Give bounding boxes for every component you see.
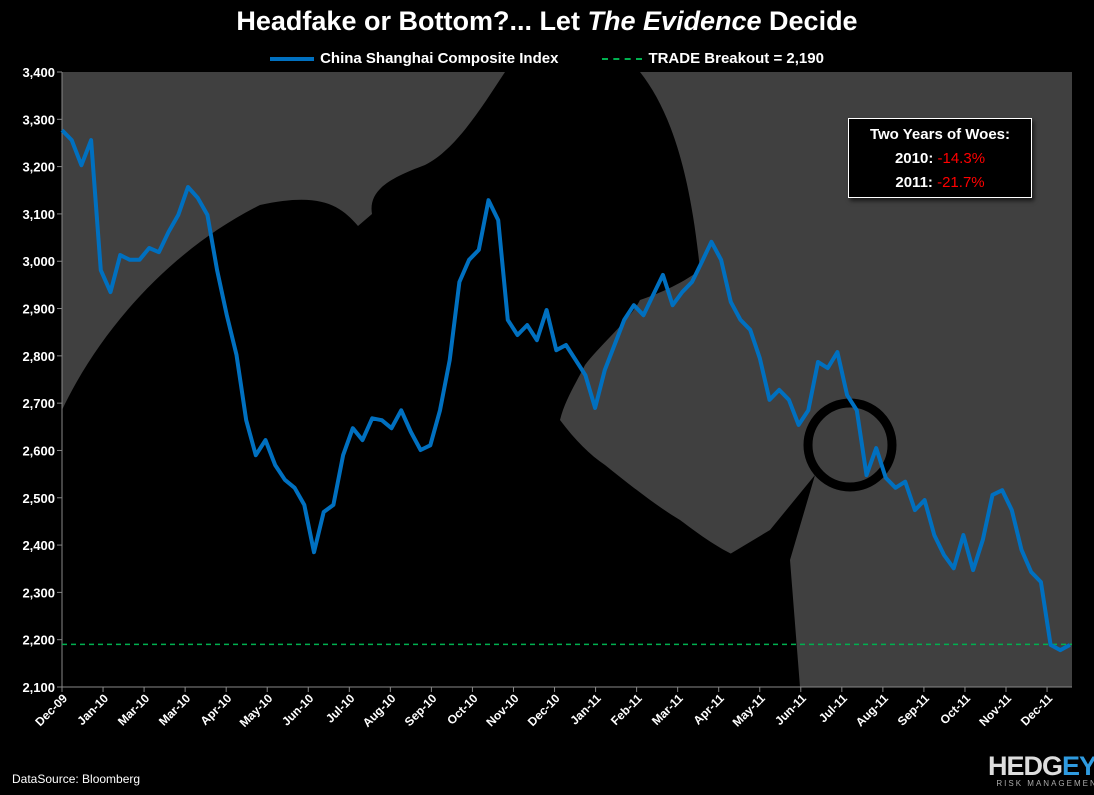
x-tick-label: Jun-10 (279, 691, 316, 728)
annotation-row-2010: 2010: -14.3% (849, 147, 1031, 171)
annotation-box: Two Years of Woes: 2010: -14.3% 2011: -2… (848, 118, 1032, 198)
x-tick-label: Mar-10 (115, 691, 152, 728)
x-tick-label: May-11 (730, 691, 768, 729)
x-tick-label: Mar-11 (649, 691, 686, 728)
y-tick-label: 2,800 (22, 349, 55, 364)
chart-title: Headfake or Bottom?... Let The Evidence … (0, 6, 1094, 37)
x-tick-label: Dec-09 (32, 691, 70, 729)
y-tick-label: 3,300 (22, 112, 55, 127)
x-tick-label: Sep-10 (402, 691, 440, 729)
y-tick-label: 2,300 (22, 585, 55, 600)
x-tick-label: Dec-11 (1018, 691, 1055, 728)
title-text-end: Decide (761, 6, 858, 36)
y-tick-label: 3,100 (22, 207, 55, 222)
annotation-title: Two Years of Woes: (869, 126, 1011, 143)
y-tick-label: 2,200 (22, 633, 55, 648)
data-points (61, 130, 1071, 651)
x-tick-label: Aug-11 (853, 691, 891, 729)
x-tick-label: Apr-10 (198, 691, 235, 728)
annotation-value: -14.3% (937, 150, 986, 167)
y-axis: 2,100 2,200 2,300 2,400 2,500 2,600 2,700 2,800… (22, 65, 63, 695)
x-tick-label: Sep-11 (895, 691, 932, 728)
x-tick-label: Nov-11 (976, 691, 1014, 729)
hedgeye-logo: HEDGEYE RISK MANAGEMENT (988, 751, 1094, 789)
x-tick-label: Feb-11 (608, 691, 645, 728)
x-tick-label: Jul-10 (323, 691, 358, 726)
legend-swatch-breakout (602, 57, 643, 60)
annotation-label: 2010: (894, 150, 934, 167)
x-tick-label: Aug-10 (360, 691, 399, 730)
legend-item-breakout: TRADE Breakout = 2,190 (602, 50, 824, 67)
annotation-value: -21.7% (937, 174, 985, 191)
legend-label-index: China Shanghai Composite Index (320, 50, 559, 67)
x-tick-label: Apr-11 (691, 691, 728, 728)
logo-text: HEDG (988, 751, 1063, 781)
y-tick-label: 3,400 (22, 65, 55, 80)
x-axis: Dec-09 Jan-10 Mar-10 Mar-10 Apr-10 May-10 Jun-… (32, 686, 1072, 730)
x-tick-label: Jun-11 (772, 691, 809, 728)
data-source-note: DataSource: Bloomberg (12, 772, 141, 786)
y-tick-label: 2,400 (22, 538, 55, 553)
x-tick-label: May-10 (237, 691, 276, 730)
legend-label-breakout: TRADE Breakout = 2,190 (648, 50, 824, 67)
title-italic-text: The Evidence (587, 6, 762, 36)
x-tick-label: Oct-10 (444, 691, 481, 728)
logo-tagline: RISK MANAGEMENT (996, 779, 1094, 788)
x-tick-label: Jan-10 (74, 691, 111, 728)
y-tick-label: 3,000 (22, 254, 55, 269)
y-tick-label: 2,500 (22, 491, 55, 506)
x-tick-label: Nov-10 (483, 691, 521, 729)
x-tick-label: Jul-11 (816, 691, 850, 725)
y-tick-label: 2,700 (22, 396, 55, 411)
annotation-row-2011: 2011: -21.7% (849, 171, 1031, 195)
y-tick-label: 3,200 (22, 160, 55, 175)
x-tick-label: Oct-11 (937, 691, 973, 727)
x-tick-label: Dec-10 (525, 691, 563, 729)
legend-item-index: China Shanghai Composite Index (270, 50, 558, 67)
y-tick-label: 2,900 (22, 302, 55, 317)
x-tick-label: Jan-11 (567, 691, 604, 728)
legend: China Shanghai Composite Index TRADE Bre… (0, 50, 1094, 67)
detective-silhouette (62, 72, 897, 687)
y-tick-label: 2,100 (22, 680, 55, 695)
y-tick-label: 2,600 (22, 443, 55, 458)
logo-text-accent: EYE (1062, 751, 1094, 781)
legend-swatch-index (270, 56, 315, 61)
annotation-label: 2011: (895, 174, 933, 191)
x-tick-label: Mar-10 (156, 691, 193, 728)
title-text: Headfake or Bottom?... Let (236, 6, 588, 36)
